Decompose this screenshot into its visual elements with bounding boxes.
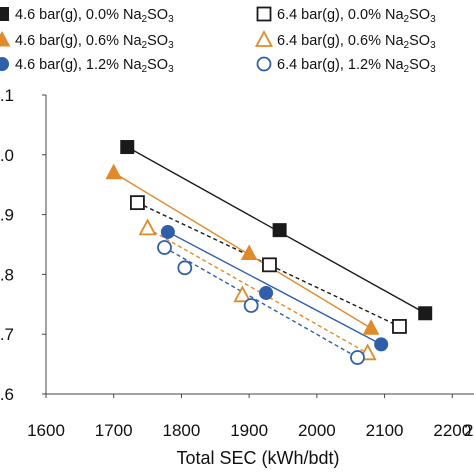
trend-lines — [113, 146, 426, 359]
y-tick-label: 0.7 — [0, 325, 14, 344]
x-tick-label: 1700 — [95, 421, 133, 440]
trend-line-series-2 — [137, 202, 400, 328]
legend-entry-3: 4.6 bar(g), 0.6% Na2SO3 — [0, 30, 174, 51]
data-point-series-6 — [350, 350, 365, 365]
legend-entry-5: 4.6 bar(g), 1.2% Na2SO3 — [0, 57, 174, 75]
legend-marker-5 — [0, 57, 9, 71]
data-point-series-3 — [105, 163, 123, 180]
data-point-series-1 — [272, 223, 287, 238]
legend-label-1: 4.6 bar(g), 0.0% Na2SO3 — [15, 7, 174, 25]
data-point-series-5 — [160, 224, 175, 239]
data-point-series-2 — [130, 195, 145, 211]
data-point-series-4 — [233, 285, 252, 303]
legend-label-4: 6.4 bar(g), 0.6% Na2SO3 — [277, 33, 436, 51]
x-tick-label: 1900 — [230, 421, 268, 440]
legend-label-6: 6.4 bar(g), 1.2% Na2SO3 — [277, 57, 436, 75]
y-tick-label: 0.6 — [0, 385, 14, 404]
legend-entry-1: 4.6 bar(g), 0.0% Na2SO3 — [0, 7, 174, 25]
data-point-series-3 — [240, 244, 258, 260]
y-tick-label: 0.8 — [0, 265, 14, 284]
data-point-series-6 — [243, 298, 259, 313]
data-point-series-1 — [418, 306, 433, 321]
x-tick-label: 2100 — [366, 421, 404, 440]
legend-marker-3 — [0, 30, 11, 47]
legend-entry-4: 6.4 bar(g), 0.6% Na2SO3 — [254, 30, 436, 51]
y-ticks: .1 .0 0.9 0.8 0.7 0.6 — [0, 86, 46, 404]
y-tick-label: .1 — [0, 86, 14, 105]
x-tick-label: 2200 — [433, 421, 471, 440]
data-point-series-1 — [120, 140, 135, 155]
x-axis-title: Total SEC (kWh/bdt) — [176, 448, 339, 468]
legend-marker-1 — [0, 7, 9, 21]
y-tick-label: 0.9 — [0, 206, 14, 225]
x-tick-label: 2000 — [298, 421, 336, 440]
plot-area: .1 .0 0.9 0.8 0.7 0.6 1600 1700 1800 1900 2000 210… — [0, 86, 474, 440]
trend-line-series-5 — [167, 231, 382, 345]
x-tick-label: 1600 — [27, 421, 65, 440]
data-point-series-5 — [374, 337, 389, 352]
data-point-series-5 — [259, 285, 274, 300]
legend-label-2: 6.4 bar(g), 0.0% Na2SO3 — [277, 7, 436, 25]
trend-line-series-3 — [113, 172, 372, 329]
legend-label-5: 4.6 bar(g), 1.2% Na2SO3 — [15, 57, 174, 75]
trend-line-series-4 — [147, 227, 368, 354]
trend-line-series-6 — [164, 246, 358, 359]
y-tick-label: .0 — [0, 146, 14, 165]
legend-entry-2: 6.4 bar(g), 0.0% Na2SO3 — [256, 6, 436, 25]
x-tick-label: 1800 — [163, 421, 201, 440]
data-point-series-6 — [157, 240, 172, 255]
data-point-series-2 — [262, 257, 277, 273]
data-markers — [105, 140, 433, 365]
data-point-series-2 — [392, 319, 407, 334]
legend-marker-2 — [256, 6, 272, 22]
legend-entry-6: 6.4 bar(g), 1.2% Na2SO3 — [256, 56, 436, 75]
legend-label-3: 4.6 bar(g), 0.6% Na2SO3 — [15, 33, 174, 51]
x-tick-label: 2 — [464, 421, 473, 440]
data-point-series-4 — [138, 218, 157, 236]
data-point-series-3 — [362, 319, 380, 335]
legend-marker-4 — [254, 30, 274, 47]
legend-marker-6 — [256, 56, 272, 72]
legend: 4.6 bar(g), 0.0% Na2SO3 6.4 bar(g), 0.0% … — [0, 6, 436, 75]
data-point-series-6 — [177, 260, 193, 276]
